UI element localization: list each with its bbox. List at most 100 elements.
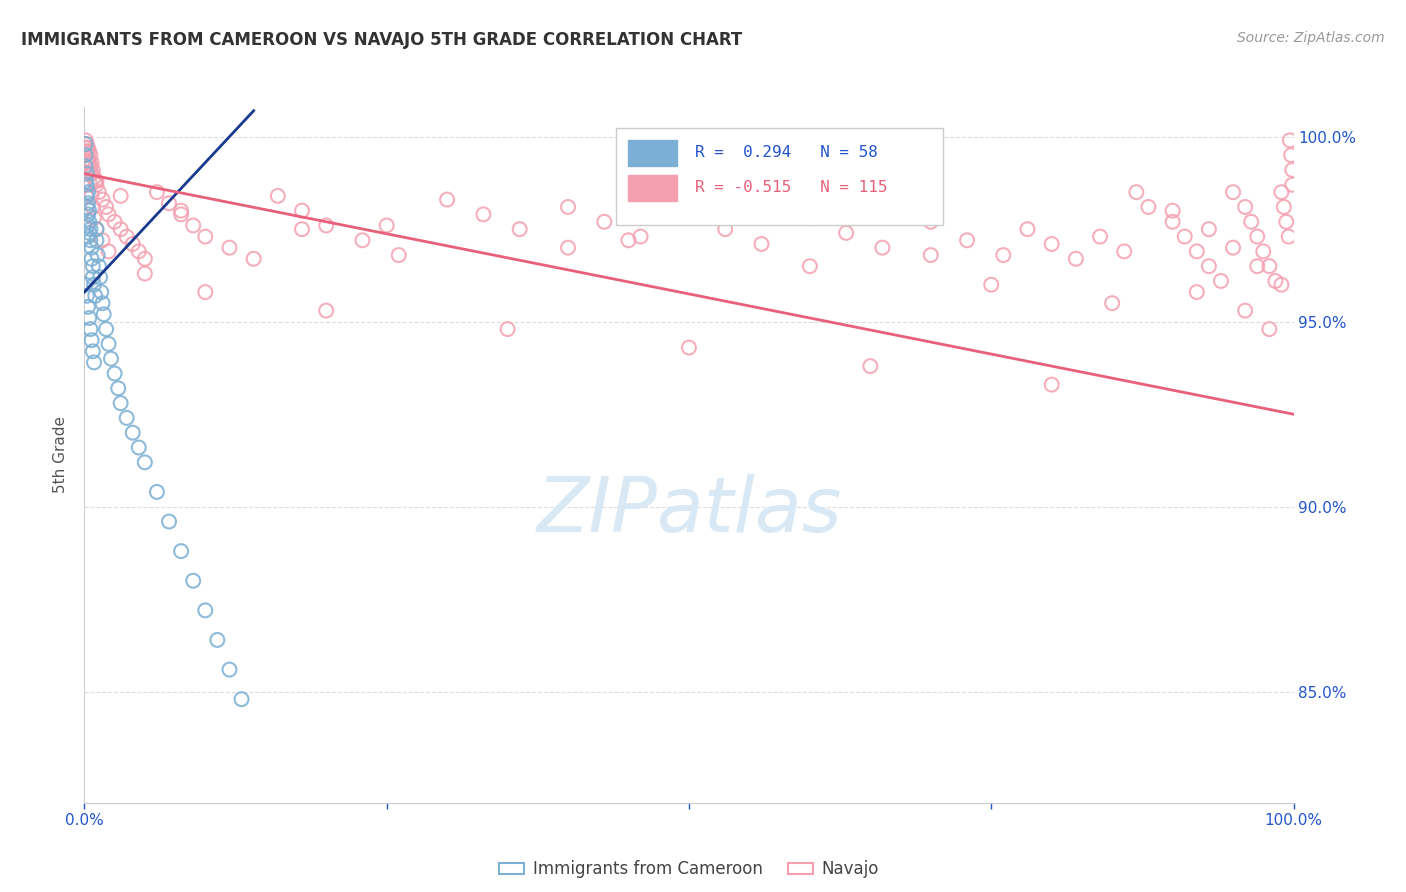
Point — [436, 193, 458, 207]
Point — [1017, 222, 1039, 236]
Point — [79, 178, 101, 192]
Point — [79, 322, 101, 336]
Point — [352, 233, 374, 247]
Point — [110, 189, 132, 203]
Point — [751, 237, 773, 252]
Point — [1198, 259, 1220, 273]
Point — [107, 381, 129, 395]
Point — [77, 141, 100, 155]
Point — [617, 233, 640, 247]
Point — [1272, 200, 1295, 214]
Point — [86, 222, 108, 236]
Point — [835, 226, 858, 240]
Point — [134, 455, 156, 469]
Point — [799, 211, 821, 225]
Point — [1275, 215, 1298, 229]
Point — [291, 203, 314, 218]
Legend: Immigrants from Cameroon, Navajo: Immigrants from Cameroon, Navajo — [494, 854, 884, 885]
Point — [956, 233, 979, 247]
Point — [86, 248, 108, 262]
Point — [714, 222, 737, 236]
Point — [1198, 222, 1220, 236]
Text: IMMIGRANTS FROM CAMEROON VS NAVAJO 5TH GRADE CORRELATION CHART: IMMIGRANTS FROM CAMEROON VS NAVAJO 5TH G… — [21, 31, 742, 49]
Point — [231, 692, 253, 706]
Point — [1161, 215, 1184, 229]
Point — [1258, 259, 1281, 273]
Point — [630, 229, 652, 244]
Point — [799, 259, 821, 273]
Point — [134, 267, 156, 281]
Point — [388, 248, 411, 262]
Point — [77, 229, 100, 244]
Point — [1234, 200, 1257, 214]
Point — [1246, 259, 1268, 273]
Point — [77, 226, 100, 240]
Point — [83, 211, 105, 225]
Point — [75, 133, 97, 147]
Bar — [628, 175, 676, 201]
Point — [218, 241, 240, 255]
Point — [82, 344, 104, 359]
Point — [82, 270, 104, 285]
Point — [121, 237, 143, 252]
Point — [194, 603, 217, 617]
Point — [80, 241, 103, 255]
Point — [77, 155, 100, 169]
Point — [77, 203, 100, 218]
Point — [115, 411, 138, 425]
Point — [77, 300, 100, 314]
Point — [82, 163, 104, 178]
Point — [77, 145, 100, 159]
Point — [1064, 252, 1087, 266]
Point — [77, 185, 100, 199]
Point — [291, 222, 314, 236]
Point — [77, 310, 100, 325]
Point — [94, 322, 117, 336]
Point — [146, 185, 169, 199]
Point — [557, 241, 579, 255]
Point — [83, 277, 105, 292]
Point — [77, 167, 100, 181]
Point — [557, 200, 579, 214]
Point — [97, 207, 120, 221]
Point — [100, 351, 122, 366]
Point — [83, 355, 105, 369]
Point — [77, 196, 100, 211]
Point — [157, 196, 180, 211]
Point — [121, 425, 143, 440]
Point — [77, 152, 100, 166]
FancyBboxPatch shape — [616, 128, 943, 226]
Point — [91, 193, 114, 207]
Point — [1101, 296, 1123, 310]
Point — [76, 178, 98, 192]
Point — [97, 337, 120, 351]
Point — [80, 252, 103, 266]
Point — [84, 174, 107, 188]
Point — [1279, 148, 1302, 162]
Point — [87, 185, 110, 199]
Y-axis label: 5th Grade: 5th Grade — [53, 417, 69, 493]
Point — [1222, 241, 1244, 255]
Point — [678, 341, 700, 355]
Point — [80, 333, 103, 347]
Point — [75, 141, 97, 155]
Point — [86, 174, 108, 188]
Point — [128, 441, 150, 455]
Point — [97, 244, 120, 259]
Point — [993, 248, 1015, 262]
Point — [315, 219, 337, 233]
Point — [1246, 229, 1268, 244]
Point — [89, 270, 111, 285]
Point — [86, 222, 108, 236]
Point — [76, 167, 98, 181]
Point — [128, 244, 150, 259]
Point — [1209, 274, 1232, 288]
Point — [859, 359, 882, 373]
Point — [1281, 163, 1303, 178]
Point — [920, 215, 942, 229]
Point — [76, 145, 98, 159]
Point — [472, 207, 495, 221]
Point — [110, 396, 132, 410]
Point — [496, 322, 519, 336]
Point — [1088, 229, 1111, 244]
